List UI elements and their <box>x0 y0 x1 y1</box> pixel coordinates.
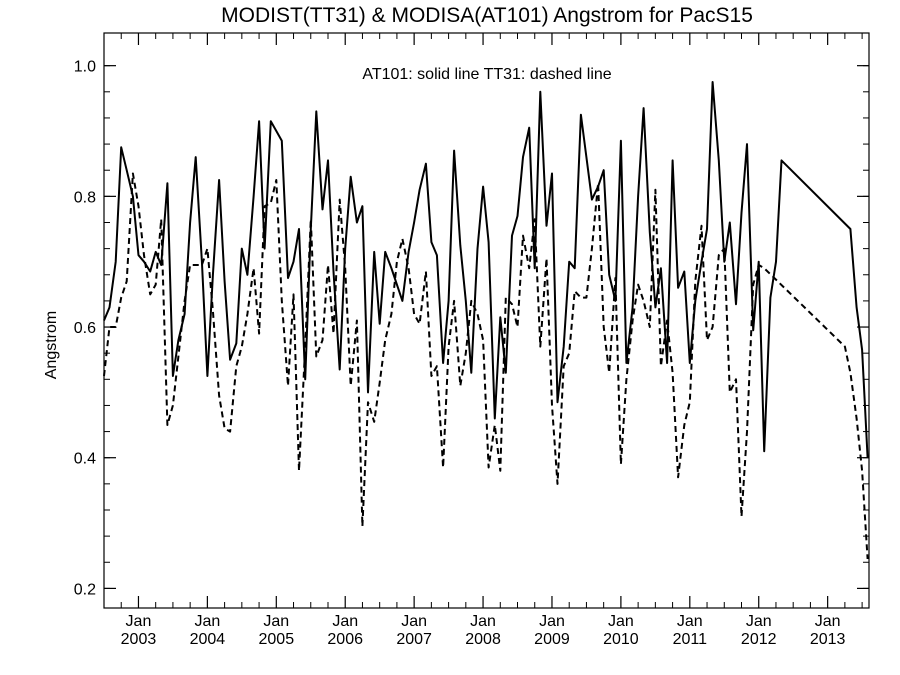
x-tick-month: Jan <box>746 613 772 630</box>
y-tick-label: 1.0 <box>74 59 96 76</box>
x-tick-year: 2004 <box>190 631 226 648</box>
x-tick-month: Jan <box>815 613 841 630</box>
series-line-tt31 <box>103 172 869 560</box>
x-tick-month: Jan <box>539 613 565 630</box>
y-tick-label: 0.4 <box>74 451 96 468</box>
x-tick-year: 2010 <box>603 631 639 648</box>
x-tick-year: 2011 <box>673 631 708 648</box>
x-tick-month: Jan <box>470 613 496 630</box>
x-tick-year: 2013 <box>810 631 846 648</box>
x-tick-month: Jan <box>401 613 427 630</box>
axis-ticks: 0.20.40.60.81.0Jan2003Jan2004Jan2005Jan2… <box>74 33 869 648</box>
y-axis-label: Angstrom <box>43 311 60 379</box>
x-tick-year: 2006 <box>327 631 363 648</box>
x-tick-month: Jan <box>677 613 703 630</box>
chart-title: MODIST(TT31) & MODISA(AT101) Angstrom fo… <box>221 4 753 27</box>
x-tick-year: 2003 <box>121 631 157 648</box>
x-tick-year: 2012 <box>741 631 777 648</box>
x-tick-month: Jan <box>194 613 220 630</box>
y-tick-label: 0.8 <box>74 189 96 206</box>
x-tick-year: 2009 <box>534 631 570 648</box>
x-tick-month: Jan <box>126 613 152 630</box>
x-tick-month: Jan <box>332 613 358 630</box>
x-tick-month: Jan <box>263 613 289 630</box>
series-line-at101 <box>103 81 869 458</box>
y-tick-label: 0.2 <box>74 581 96 598</box>
x-tick-month: Jan <box>608 613 634 630</box>
legend-annotation: AT101: solid line TT31: dashed line <box>362 66 611 83</box>
x-tick-year: 2008 <box>465 631 501 648</box>
x-tick-year: 2005 <box>259 631 295 648</box>
x-tick-year: 2007 <box>396 631 432 648</box>
series-layer <box>103 81 869 560</box>
y-tick-label: 0.6 <box>74 320 96 337</box>
